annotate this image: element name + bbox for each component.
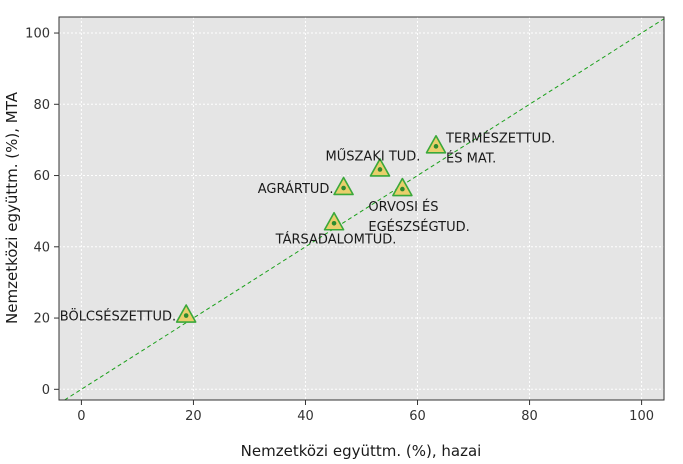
point-labels: BÖLCSÉSZETTUD. TÁRSADALOMTUD. AGRÁRTUD. MŰS… [60,130,556,324]
axis-ticks: 0 20 40 60 80 100 0 20 40 60 80 100 [25,27,654,424]
y-tick-label: 20 [33,312,50,327]
y-tick-label: 60 [33,169,50,184]
point-label: ÉS MAT. [446,150,496,166]
reference-line-group [64,18,665,401]
point-label: MŰSZAKI TUD. [326,148,421,164]
marker-dot [341,185,346,191]
x-tick-label: 100 [629,409,654,424]
point-label: ORVOSI ÉS [368,199,438,215]
x-tick-label: 80 [521,409,538,424]
marker-dot [400,186,405,192]
data-point [425,134,447,154]
x-axis-title: Nemzetközi együttm. (%), hazai [241,442,482,459]
marker-dot [433,144,439,149]
reference-line [64,18,665,401]
x-tick-label: 60 [409,409,426,424]
point-label: AGRÁRTUD. [258,181,334,197]
point-label: BÖLCSÉSZETTUD. [60,308,176,325]
y-tick-label: 80 [33,98,50,113]
point-label: TERMÉSZETTUD. [445,130,555,146]
grid [59,17,664,400]
data-point [333,176,354,196]
data-point [392,177,413,197]
data-point [323,211,345,231]
x-tick-label: 40 [297,409,314,424]
y-axis-title: Nemzetközi együttm. (%), MTA [3,91,21,324]
point-label: TÁRSADALOMTUD. [275,231,397,247]
plot-border [58,16,665,401]
y-tick-label: 100 [25,27,50,42]
marker-dot [331,220,337,226]
y-tick-label: 0 [42,383,50,398]
data-point [369,158,391,177]
point-label: EGÉSZSÉGTUD. [368,219,469,235]
marker-dot [377,167,383,172]
marker-dot [183,313,189,318]
x-tick-label: 20 [185,409,202,424]
x-tick-label: 0 [77,409,85,424]
plot-panel [59,17,664,400]
data-points [175,134,447,323]
data-point [175,304,197,323]
y-tick-label: 40 [33,240,50,255]
